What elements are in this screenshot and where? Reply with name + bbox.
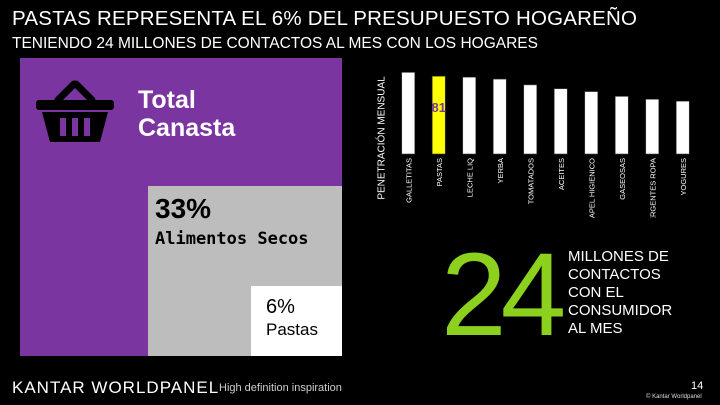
dry-food-label: Alimentos Secos [155, 229, 309, 249]
bar-galletitas [401, 72, 416, 155]
pasta-block [251, 286, 342, 356]
contacts-big-number: 24 [441, 229, 566, 361]
bar-yerba [492, 78, 507, 155]
bar-yogures [675, 100, 690, 155]
tick-label-yogures: YOGURES [679, 158, 688, 196]
page-number: 14 [691, 380, 704, 392]
tick-label-galletitas: GALLETITAS [404, 158, 413, 203]
tick-label-gaseosas: GASEOSAS [618, 158, 627, 200]
tick-label-tomatados: TOMATADOS [526, 158, 535, 204]
shopping-basket-icon [36, 80, 114, 142]
pasta-percent: 6% [266, 296, 295, 318]
bar-tomatados [523, 84, 538, 155]
tick-label-yerba: YERBA [496, 158, 505, 183]
bar-papel-higienico [584, 91, 599, 155]
bar-gaseosas [614, 96, 629, 155]
slide-subtitle: TENIENDO 24 MILLONES DE CONTACTOS AL MES… [12, 35, 538, 52]
pasta-label: Pastas [266, 320, 318, 339]
copyright: © Kantar Worldpanel [646, 394, 702, 400]
bar-detergentes-ropa [645, 98, 660, 155]
dry-food-percent: 33% [155, 193, 212, 224]
slide-title: PASTAS REPRESENTA EL 6% DEL PRESUPUESTO … [12, 7, 638, 30]
total-basket-label: Total Canasta [138, 86, 236, 142]
chart-y-axis-label-wrap: PENETRACIÓN MENSUAL [372, 58, 392, 218]
tick-label-leche-liq: LECHE LIQ [465, 158, 474, 197]
bar-pastas [431, 75, 446, 155]
contacts-text: MILLONES DE CONTACTOS CON EL CONSUMIDOR … [568, 248, 673, 337]
highlight-value-label: 81 [432, 100, 446, 115]
tick-label-papel-higienico: PAPEL HIGIENICO [587, 158, 596, 218]
bar-leche-liq [462, 76, 477, 155]
kantar-worldpanel-logo: KANTAR WORLDPANEL [12, 378, 220, 397]
tick-label-detergentes-ropa: DETERGENTES ROPA [648, 158, 657, 218]
tagline: High definition inspiration [219, 382, 342, 394]
penetration-bar-chart: GALLETITAS 81 PASTAS LECHE LIQ YERBA TOMATADO… [401, 72, 690, 218]
tick-label-pastas: PASTAS [435, 158, 444, 186]
bar-aceites [553, 88, 568, 155]
tick-label-aceites: ACEITES [557, 158, 566, 190]
chart-y-axis-label: PENETRACIÓN MENSUAL [376, 76, 388, 200]
